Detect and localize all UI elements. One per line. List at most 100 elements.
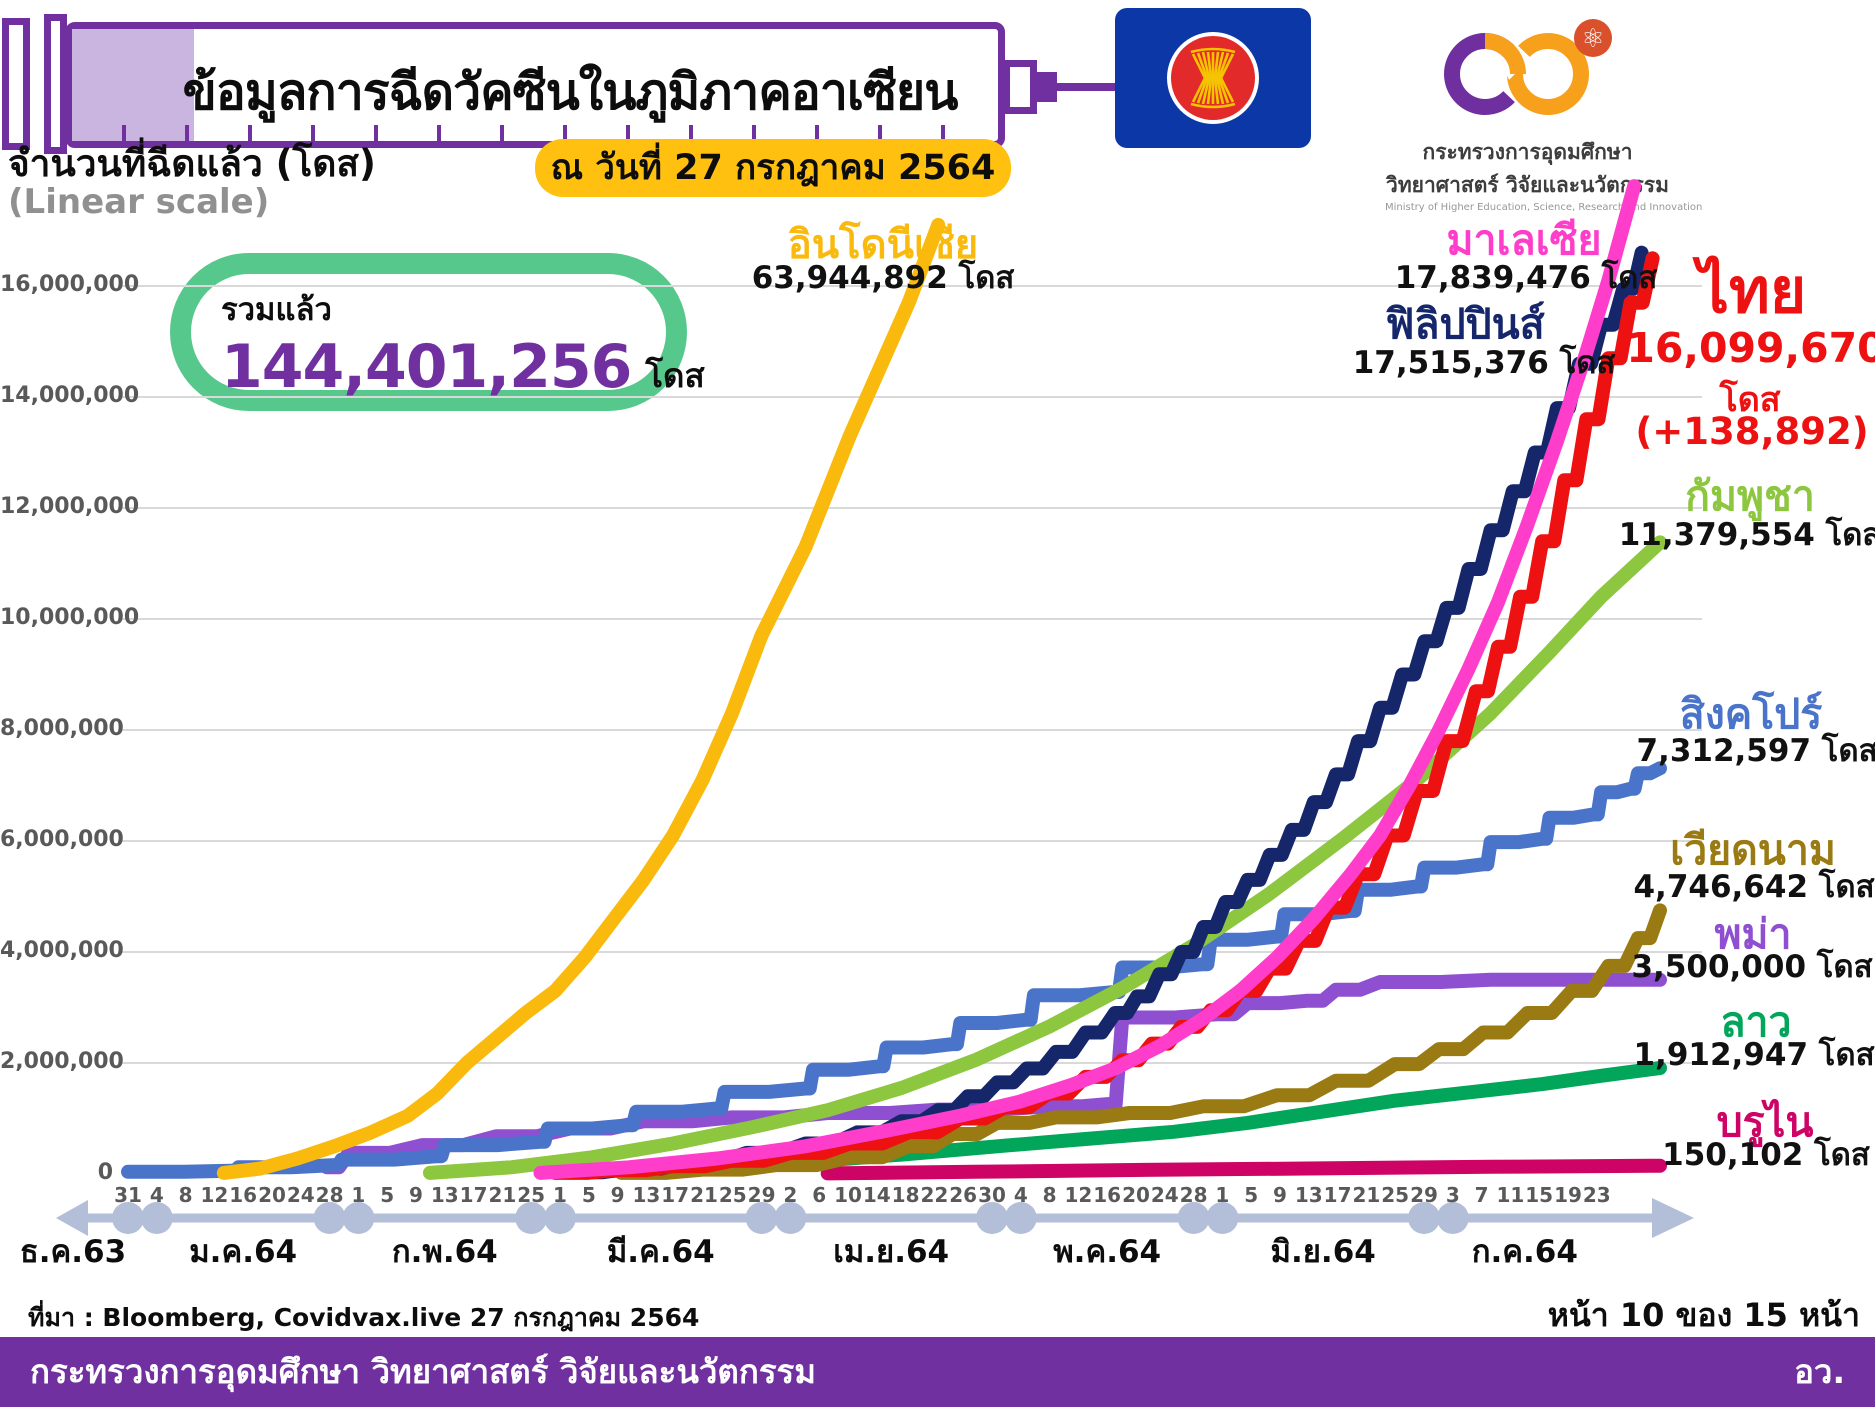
country-label-indonesia: อินโดนีเซีย xyxy=(787,222,979,268)
x-tick-label: 21 xyxy=(1352,1183,1381,1207)
x-tick-label: 29 xyxy=(747,1183,776,1207)
x-tick-label: 18 xyxy=(891,1183,920,1207)
footer-ministry-name: กระทรวงการอุดมศึกษา วิทยาศาสตร์ วิจัยและ… xyxy=(30,1352,817,1391)
syringe-plunger-icon xyxy=(2,18,30,150)
country-label-laos: ลาว xyxy=(1720,998,1792,1046)
y-tick-label: 2,000,000 xyxy=(0,1049,124,1074)
x-tick-label: 10 xyxy=(834,1183,862,1207)
x-tick-label: 16 xyxy=(1093,1183,1122,1207)
x-tick-label: 13 xyxy=(632,1183,661,1207)
country-value-brunei: 150,102 โดส xyxy=(1662,1137,1870,1173)
country-value-laos: 1,912,947 โดส xyxy=(1633,1037,1875,1073)
country-delta-thailand: (+138,892) xyxy=(1635,410,1869,453)
x-tick-label: 23 xyxy=(1582,1183,1611,1207)
month-label: มิ.ย.64 xyxy=(1270,1234,1376,1270)
x-tick-label: 5 xyxy=(581,1183,596,1207)
x-tick-label: 29 xyxy=(1410,1183,1438,1207)
x-tick-label: 9 xyxy=(1273,1183,1287,1207)
y-tick-label: 14,000,000 xyxy=(0,383,140,408)
x-tick-label: 17 xyxy=(661,1183,690,1207)
syringe-needle-nub-icon xyxy=(1037,72,1057,102)
x-tick-label: 2 xyxy=(783,1183,798,1207)
x-tick-label: 15 xyxy=(1525,1183,1554,1207)
x-tick-label: 16 xyxy=(229,1183,258,1207)
footer-ministry-abbr: อว. xyxy=(1794,1352,1845,1391)
country-label-malaysia: มาเลเซีย xyxy=(1446,216,1602,264)
x-tick-label: 20 xyxy=(258,1183,286,1207)
y-tick-label: 6,000,000 xyxy=(0,827,124,852)
month-label: พ.ค.64 xyxy=(1053,1234,1162,1270)
country-label-myanmar: พม่า xyxy=(1714,910,1792,958)
x-tick-label: 8 xyxy=(178,1183,193,1207)
x-tick-label: 20 xyxy=(1122,1183,1150,1207)
x-tick-label: 25 xyxy=(517,1183,546,1207)
country-label-brunei: บรูไน xyxy=(1716,1098,1814,1146)
ministry-logo-icon: ⚛ xyxy=(1444,19,1612,115)
country-unit-thailand: โดส xyxy=(1719,380,1781,420)
x-tick-label: 26 xyxy=(949,1183,978,1207)
country-label-cambodia: กัมพูชา xyxy=(1685,472,1815,520)
x-tick-label: 14 xyxy=(862,1183,891,1207)
x-tick-label: 17 xyxy=(1323,1183,1352,1207)
page-title: ข้อมูลการฉีดวัคซีนในภูมิภาคอาเซียน xyxy=(182,63,959,121)
y-tick-label: 12,000,000 xyxy=(0,494,140,519)
x-tick-label: 30 xyxy=(978,1183,1006,1207)
country-value-vietnam: 4,746,642 โดส xyxy=(1633,869,1875,905)
country-label-vietnam: เวียดนาม xyxy=(1670,826,1836,874)
x-tick-label: 12 xyxy=(200,1183,229,1207)
title-banner-syringe: ข้อมูลการฉีดวัคซีนในภูมิภาคอาเซียน xyxy=(65,22,1005,148)
x-tick-label: 19 xyxy=(1554,1183,1582,1207)
country-value-philippines: 17,515,376 โดส xyxy=(1352,345,1616,381)
x-tick-label: 1 xyxy=(1215,1183,1230,1207)
syringe-plunger-flange-icon xyxy=(44,14,67,154)
footer-bar: กระทรวงการอุดมศึกษา วิทยาศาสตร์ วิจัยและ… xyxy=(0,1337,1875,1407)
x-tick-label: 4 xyxy=(1013,1183,1028,1207)
y-tick-label: 4,000,000 xyxy=(0,938,124,963)
x-tick-label: 24 xyxy=(286,1183,315,1207)
y-tick-label: 16,000,000 xyxy=(0,272,140,297)
x-tick-label: 22 xyxy=(920,1183,949,1207)
x-tick-label: 9 xyxy=(610,1183,625,1207)
y-tick-label: 8,000,000 xyxy=(0,716,124,741)
syringe-ruler-ticks-icon xyxy=(122,125,990,141)
source-note: ที่มา : Bloomberg, Covidvax.live 27 กรกฎ… xyxy=(28,1303,700,1332)
x-tick-label: 4 xyxy=(149,1183,164,1207)
x-tick-label: 13 xyxy=(430,1183,459,1207)
x-tick-label: 21 xyxy=(690,1183,718,1207)
y-tick-label: 0 xyxy=(97,1160,113,1185)
x-tick-label: 28 xyxy=(1179,1183,1208,1207)
month-label: ธ.ค.63 xyxy=(19,1234,127,1270)
svg-text:⚛: ⚛ xyxy=(1581,24,1604,54)
country-label-thailand: ไทย xyxy=(1697,254,1807,327)
country-label-singapore: สิงคโปร์ xyxy=(1679,690,1823,738)
x-tick-label: 13 xyxy=(1294,1183,1323,1207)
month-label: ก.ค.64 xyxy=(1471,1234,1578,1270)
x-tick-label: 5 xyxy=(380,1183,395,1207)
country-value-malaysia: 17,839,476 โดส xyxy=(1394,260,1658,296)
x-tick-label: 3 xyxy=(1445,1183,1460,1207)
country-value-cambodia: 11,379,554 โดส xyxy=(1618,517,1875,553)
y-tick-label: 10,000,000 xyxy=(0,605,140,630)
page-number: หน้า 10 ของ 15 หน้า xyxy=(1547,1296,1860,1334)
x-tick-label: 24 xyxy=(1150,1183,1179,1207)
country-label-philippines: ฟิลิปปินส์ xyxy=(1385,300,1545,348)
ministry-name-line1: กระทรวงการอุดมศึกษา xyxy=(1422,140,1633,164)
x-tick-label: 31 xyxy=(114,1183,142,1207)
y-axis-title: จำนวนที่ฉีดแล้ว (โดส) xyxy=(8,142,376,185)
x-tick-label: 7 xyxy=(1474,1183,1489,1207)
x-tick-label: 21 xyxy=(488,1183,517,1207)
x-tick-label: 28 xyxy=(315,1183,344,1207)
month-label: ม.ค.64 xyxy=(189,1234,298,1270)
month-label: เม.ย.64 xyxy=(833,1234,950,1270)
month-label: มี.ค.64 xyxy=(606,1234,715,1270)
x-tick-label: 5 xyxy=(1244,1183,1259,1207)
syringe-needle-hub-icon xyxy=(1003,60,1037,114)
asean-flag-icon xyxy=(1115,8,1311,148)
country-value-indonesia: 63,944,892 โดส xyxy=(751,260,1015,296)
syringe-fill-icon xyxy=(72,29,194,141)
x-tick-label: 25 xyxy=(718,1183,747,1207)
country-value-myanmar: 3,500,000 โดส xyxy=(1631,949,1873,985)
x-tick-label: 6 xyxy=(812,1183,827,1207)
x-tick-label: 17 xyxy=(459,1183,488,1207)
